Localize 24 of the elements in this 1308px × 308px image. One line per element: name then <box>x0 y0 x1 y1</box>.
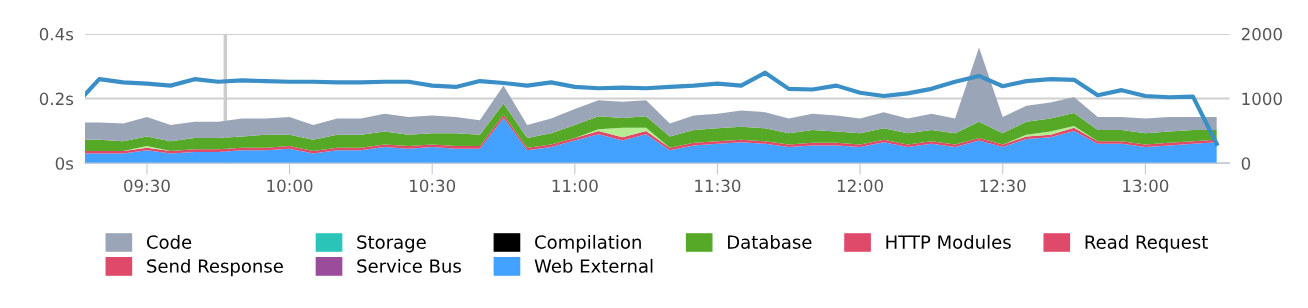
x-tick-label: 10:00 <box>267 179 313 193</box>
legend-label: Storage <box>357 235 426 253</box>
y2-tick-label: 1000 <box>1242 92 1282 106</box>
x-tick-label: 13:00 <box>1123 179 1169 193</box>
legend-label: Code <box>146 234 192 249</box>
y-tick-label: 0s <box>55 157 74 170</box>
x-tick-label: 12:00 <box>837 179 883 193</box>
legend-label: Read Request <box>1085 234 1208 253</box>
x-tick-label: 11:00 <box>552 179 598 193</box>
legend-label: Service Bus <box>357 258 461 273</box>
line-series <box>85 70 1219 146</box>
legend-label: Send Response <box>147 258 283 277</box>
y2-tick-label: 0 <box>1241 157 1251 170</box>
x-tick-label: 11:30 <box>695 179 741 193</box>
legend-label: Compilation <box>535 234 641 253</box>
x-tick-label: 09:30 <box>124 179 170 193</box>
y2-tick-label: 2000 <box>1241 27 1282 41</box>
legend-label: Database <box>728 234 812 249</box>
y-tick-label: 0.4s <box>39 27 74 41</box>
x-tick-label: 10:30 <box>410 179 456 193</box>
y-tick-label: 0.2s <box>39 92 74 106</box>
legend-label: Web External <box>534 258 653 273</box>
x-tick-label: 12:30 <box>980 179 1026 193</box>
legend-label: HTTP Modules <box>886 234 1011 249</box>
